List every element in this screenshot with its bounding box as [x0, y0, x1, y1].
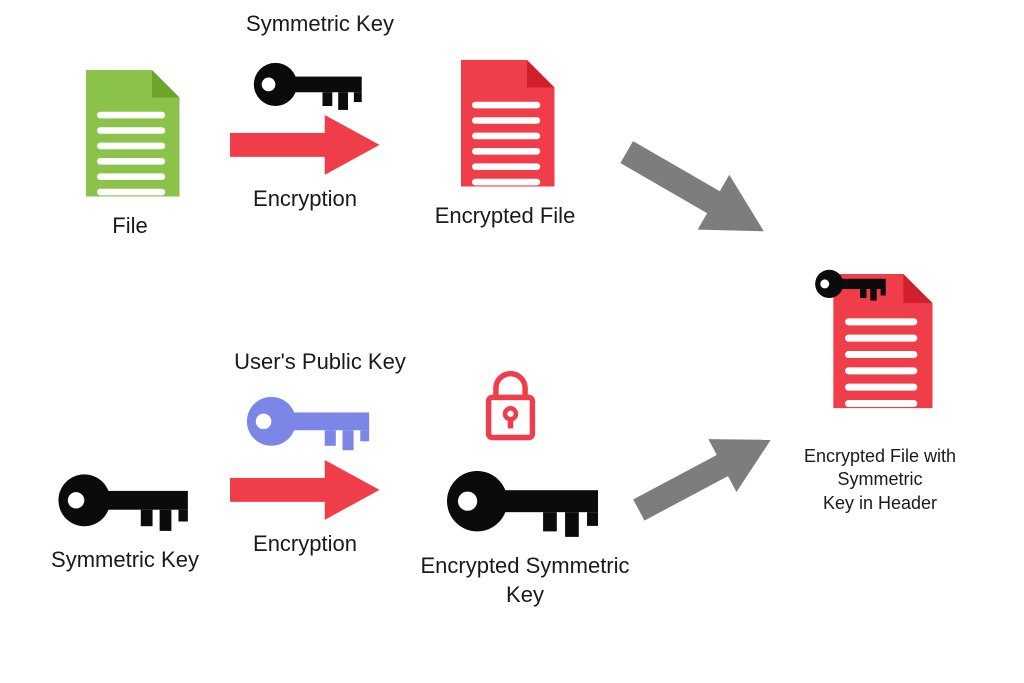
label-enc_file: Encrypted File: [435, 202, 576, 231]
label-enc_sym_key: Encrypted Symmetric Key: [420, 552, 629, 609]
node-gray_arrow_top: [605, 160, 785, 223]
arrow-icon: [611, 125, 780, 259]
key-icon: [436, 460, 615, 542]
file-icon: [75, 70, 185, 202]
lock-icon: [483, 370, 538, 443]
node-pub_key: [225, 388, 395, 455]
node-arrow_red_bottom: Encryption: [220, 460, 390, 558]
node-sym_key_bottom: Symmetric Key: [35, 465, 215, 574]
label-sym_key_bottom: Symmetric Key: [51, 546, 199, 575]
label-arrow_red_top: Encryption: [253, 185, 357, 214]
key-icon: [246, 55, 374, 114]
label-sym_key_top_label: Symmetric Key: [246, 10, 394, 39]
key-icon: [49, 465, 202, 536]
node-lock: [470, 370, 550, 443]
node-file: File: [60, 70, 200, 241]
label-result: Encrypted File with Symmetric Key in Hea…: [760, 445, 1000, 515]
node-enc_sym_key: Encrypted Symmetric Key: [420, 460, 630, 610]
file-with-key-icon: [810, 260, 950, 435]
file-icon: [450, 60, 560, 192]
node-arrow_red_top: Encryption: [220, 115, 390, 213]
diagram-stage: File Symmetric Key Encryption Encrypted F…: [0, 0, 1024, 683]
node-key_top: [235, 55, 385, 114]
node-pub_key_label: User's Public Key: [215, 348, 425, 383]
label-file: File: [112, 212, 147, 241]
arrow-icon: [230, 115, 380, 175]
node-sym_key_top_label: Symmetric Key: [220, 10, 420, 45]
node-enc_file: Encrypted File: [420, 60, 590, 231]
label-pub_key_label: User's Public Key: [234, 348, 406, 377]
node-result: Encrypted File with Symmetric Key in Hea…: [760, 260, 1000, 515]
label-arrow_red_bottom: Encryption: [253, 530, 357, 559]
arrow-icon: [230, 460, 380, 520]
key-icon: [238, 388, 383, 455]
